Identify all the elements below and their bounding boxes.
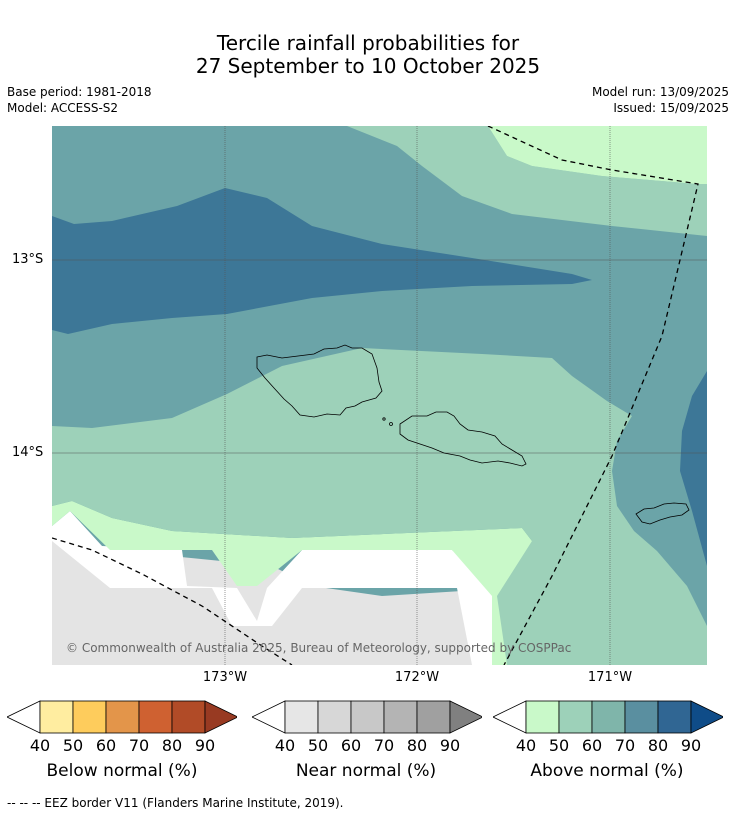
tick-label: 70 xyxy=(373,736,395,755)
tick-label: 50 xyxy=(307,736,329,755)
colorbar-near-swatches xyxy=(251,700,484,734)
colorbar-swatch xyxy=(591,700,626,734)
tick-label: 90 xyxy=(439,736,461,755)
graticule xyxy=(52,126,707,665)
zone-above-70-band xyxy=(52,188,592,334)
island-outlines xyxy=(256,344,690,525)
tick-label: 80 xyxy=(161,736,183,755)
zone-above-40-top xyxy=(488,126,707,184)
colorbar-swatch xyxy=(383,700,418,734)
zone-above-70-right xyxy=(680,371,707,566)
tick-label: 60 xyxy=(95,736,117,755)
map-title-line2: 27 September to 10 October 2025 xyxy=(195,54,541,78)
colorbar-swatch xyxy=(72,700,107,734)
colorbar-low-extend xyxy=(251,700,286,734)
colorbar-swatch xyxy=(284,700,319,734)
colorbar-swatch xyxy=(350,700,385,734)
rainfall-probability-map xyxy=(52,126,707,665)
colorbar-swatch xyxy=(624,700,659,734)
colorbar-swatch xyxy=(171,700,206,734)
colorbar-below-title: Below normal (%) xyxy=(46,761,198,781)
tick-label: 90 xyxy=(194,736,216,755)
lon-label-171w: 171°W xyxy=(587,670,633,685)
tick-label: 80 xyxy=(406,736,428,755)
eez-border-lines xyxy=(52,126,699,665)
lon-label-173w: 173°W xyxy=(202,670,248,685)
tick-label: 70 xyxy=(614,736,636,755)
map-title-line1: Tercile rainfall probabilities for xyxy=(216,31,520,55)
lat-label-13s: 13°S xyxy=(12,252,44,267)
colorbar-high-extend xyxy=(204,700,239,734)
issued-label: Issued: 15/09/2025 xyxy=(613,101,729,115)
zone-above-40-bottom xyxy=(52,501,547,665)
lon-label-172w: 172°W xyxy=(394,670,440,685)
colorbar-low-extend xyxy=(6,700,41,734)
colorbar-above-swatches xyxy=(492,700,725,734)
colorbar-swatch xyxy=(39,700,74,734)
colorbar-near-normal xyxy=(251,700,484,738)
map-canvas xyxy=(52,126,707,665)
tick-label: 40 xyxy=(274,736,296,755)
tick-label: 90 xyxy=(680,736,702,755)
tick-label: 50 xyxy=(62,736,84,755)
lat-label-14s: 14°S xyxy=(12,445,44,460)
colorbar-near-title: Near normal (%) xyxy=(295,761,437,781)
colorbar-swatch xyxy=(657,700,692,734)
colorbar-high-extend xyxy=(690,700,725,734)
eez-border-legend: -- -- -- EEZ border V11 (Flanders Marine… xyxy=(7,796,344,810)
colorbar-swatch xyxy=(525,700,560,734)
colorbar-swatch xyxy=(416,700,451,734)
base-period-label: Base period: 1981-2018 xyxy=(7,85,152,99)
colorbar-swatch xyxy=(558,700,593,734)
colorbar-high-extend xyxy=(449,700,484,734)
colorbar-low-extend xyxy=(492,700,527,734)
model-run-label: Model run: 13/09/2025 xyxy=(591,85,729,99)
tick-label: 60 xyxy=(340,736,362,755)
colorbar-below-normal xyxy=(6,700,239,738)
tick-label: 80 xyxy=(647,736,669,755)
zone-above-50-top xyxy=(347,126,707,236)
colorbar-above-title: Above normal (%) xyxy=(530,761,684,781)
colorbar-swatch xyxy=(105,700,140,734)
copyright-notice: © Commonwealth of Australia 2025, Bureau… xyxy=(66,641,572,655)
tick-label: 60 xyxy=(581,736,603,755)
colorbar-above-normal xyxy=(492,700,725,738)
colorbar-below-swatches xyxy=(6,700,239,734)
colorbar-swatch xyxy=(317,700,352,734)
tick-label: 40 xyxy=(515,736,537,755)
tick-label: 40 xyxy=(29,736,51,755)
tick-label: 70 xyxy=(128,736,150,755)
colorbar-swatch xyxy=(138,700,173,734)
zone-above-50-middle xyxy=(52,348,707,665)
tick-label: 50 xyxy=(548,736,570,755)
model-label: Model: ACCESS-S2 xyxy=(7,101,119,115)
